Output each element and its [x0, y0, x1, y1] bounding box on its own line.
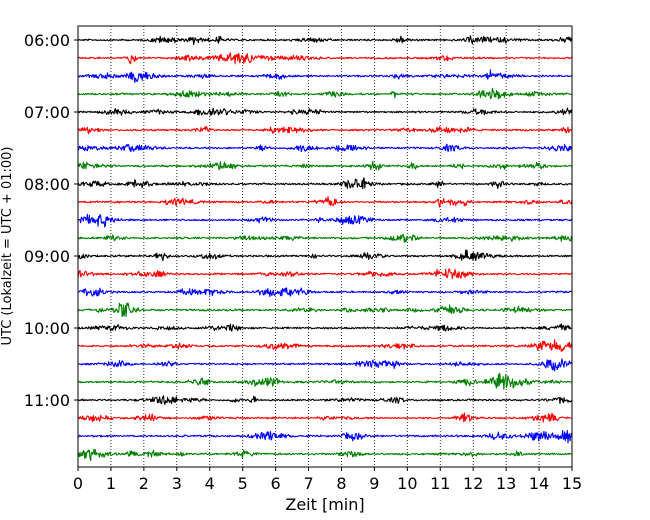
x-tick-label: 1 [106, 474, 116, 493]
seismogram-trace [77, 339, 573, 352]
x-tick-label: 0 [73, 474, 83, 493]
y-tick-label: 08:00 [24, 175, 70, 194]
seismogram-trace [77, 52, 573, 65]
seismogram-trace [77, 177, 573, 190]
x-tick-label: 14 [529, 474, 549, 493]
y-tick-label: 09:00 [24, 247, 70, 266]
seismogram-trace [77, 358, 573, 372]
x-tick-label: 4 [205, 474, 215, 493]
x-tick-label: 5 [238, 474, 248, 493]
y-tick-label: 06:00 [24, 31, 70, 50]
seismogram-trace [77, 35, 573, 46]
seismogram-trace [77, 412, 573, 423]
x-tick-label: 11 [430, 474, 450, 493]
x-tick-label: 13 [496, 474, 516, 493]
x-tick-label: 10 [397, 474, 417, 493]
seismogram-trace [77, 213, 573, 228]
seismogram-trace [77, 143, 573, 153]
helicorder-traces [77, 35, 573, 462]
seismogram-trace [77, 395, 573, 405]
x-tick-label: 9 [369, 474, 379, 493]
y-axis-label: UTC (Lokalzeit = UTC + 01:00) [0, 147, 15, 346]
x-tick-label: 15 [562, 474, 582, 493]
x-tick-label: 7 [303, 474, 313, 493]
seismogram-trace [77, 287, 573, 298]
x-axis-ticks: 0 1 2 3 4 5 6 7 8 9 10 11 12 13 14 15 [73, 467, 582, 493]
seismogram-trace [77, 125, 573, 135]
y-tick-label: 10:00 [24, 319, 70, 338]
seismogram-trace [77, 448, 573, 462]
seismogram-trace [77, 268, 573, 280]
y-tick-label: 07:00 [24, 103, 70, 122]
seismogram-trace [77, 69, 573, 83]
seismogram-trace [77, 196, 573, 208]
seismogram-trace [77, 323, 573, 332]
seismogram-trace [77, 87, 573, 100]
plot-frame [77, 25, 573, 468]
x-tick-label: 6 [271, 474, 281, 493]
seismogram-trace [77, 107, 573, 116]
seismogram-trace [77, 234, 573, 243]
x-tick-label: 2 [139, 474, 149, 493]
x-axis-label: Zeit [min] [285, 495, 364, 514]
seismogram-trace [77, 372, 573, 390]
x-tick-label: 8 [336, 474, 346, 493]
x-tick-label: 12 [463, 474, 483, 493]
seismogram-trace [77, 429, 573, 444]
seismogram-trace [77, 160, 573, 171]
y-tick-label: 11:00 [24, 391, 70, 410]
x-tick-label: 3 [172, 474, 182, 493]
y-axis-ticks: 06:00 07:00 08:00 09:00 10:00 11:00 [24, 31, 78, 410]
seismogram-trace [77, 249, 573, 262]
seismogram-trace [77, 302, 573, 318]
